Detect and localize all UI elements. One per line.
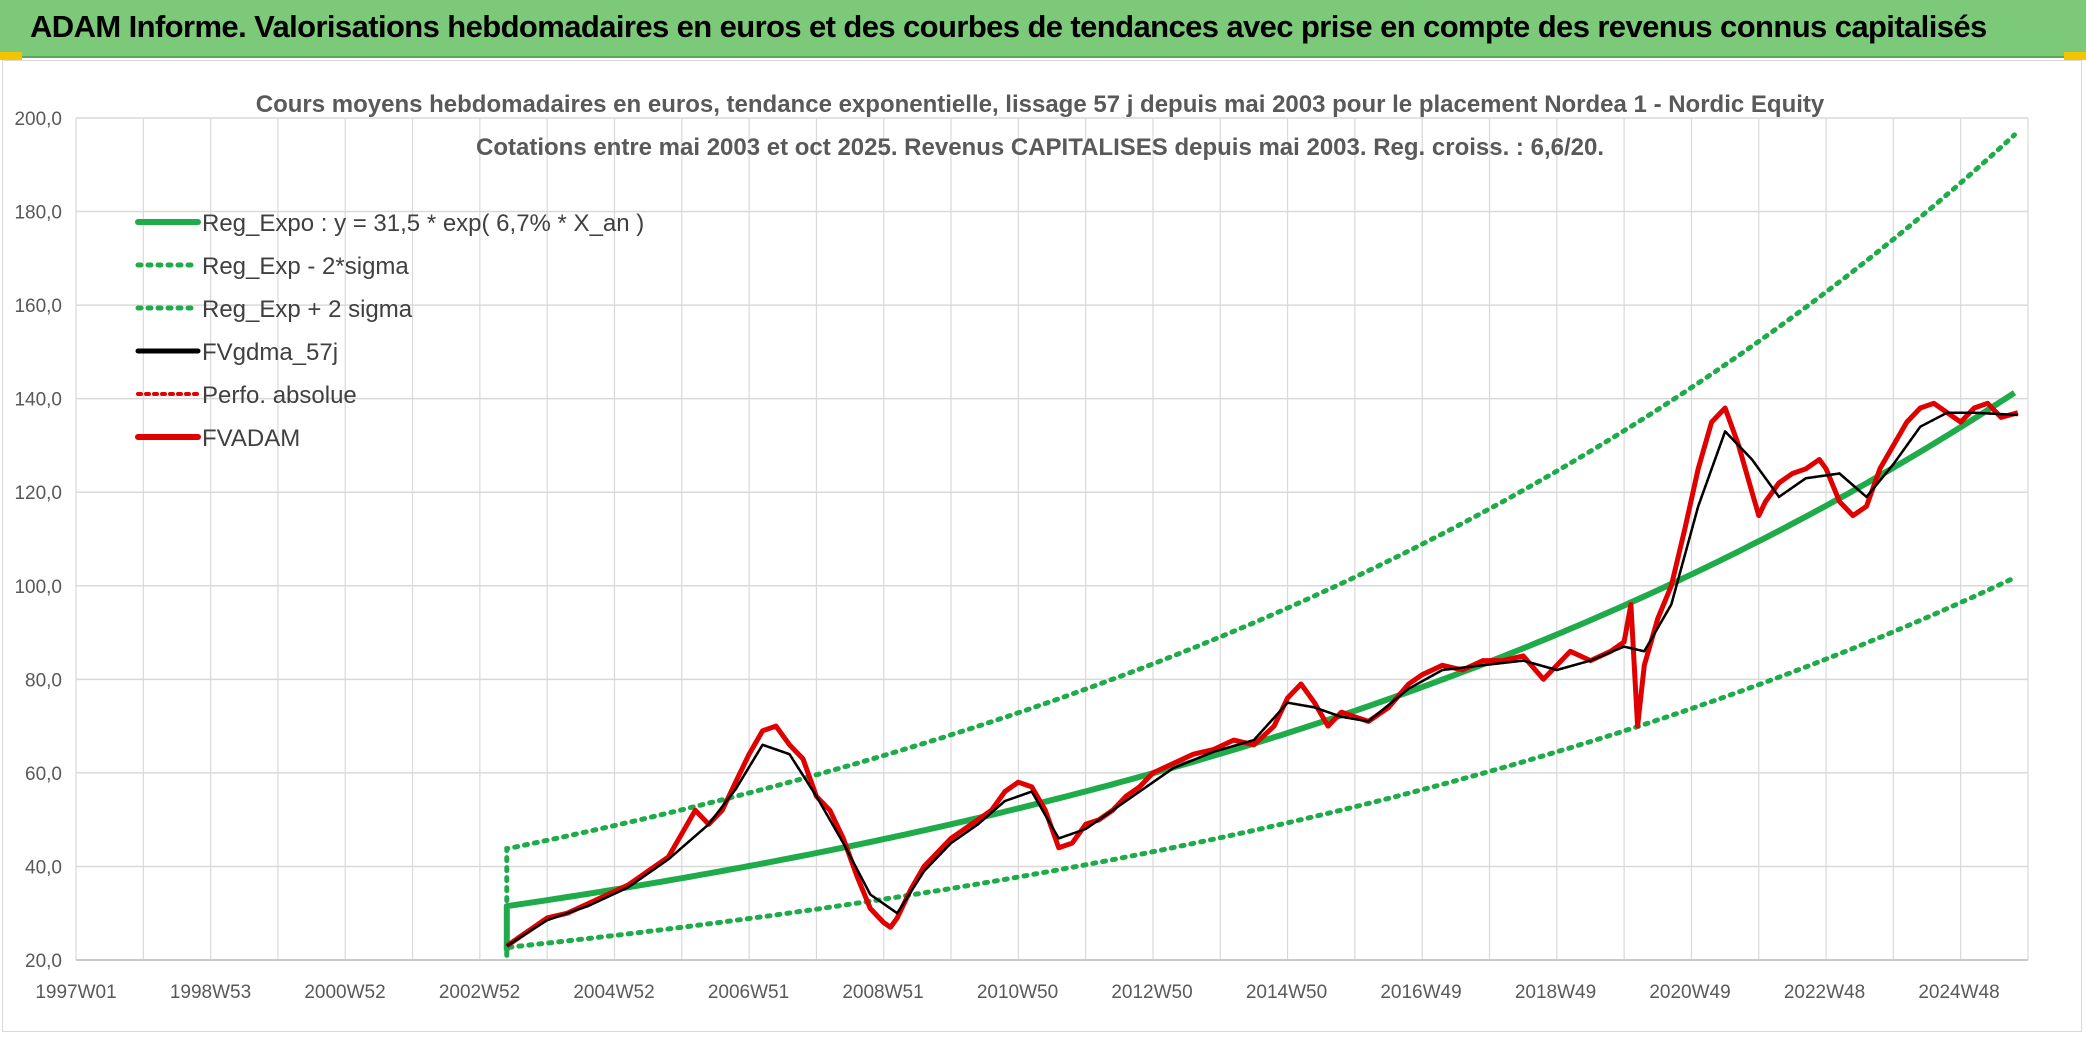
x-tick-label: 2018W49 bbox=[1515, 982, 1596, 1003]
chart-frame bbox=[2, 60, 2082, 1032]
x-tick-label: 2012W50 bbox=[1111, 982, 1192, 1003]
y-tick-label: 140,0 bbox=[14, 390, 62, 411]
x-tick-label: 2010W50 bbox=[977, 982, 1058, 1003]
grid bbox=[75, 117, 2029, 961]
corner-accent-right bbox=[2064, 52, 2086, 60]
x-tick-label: 2000W52 bbox=[304, 982, 385, 1003]
chart-title-line-1: Cours moyens hebdomadaires en euros, ten… bbox=[256, 91, 1825, 118]
series-layer bbox=[503, 132, 2019, 958]
y-tick-label: 40,0 bbox=[25, 857, 62, 878]
x-tick-label: 2002W52 bbox=[439, 982, 520, 1003]
x-tick-label: 2020W49 bbox=[1649, 982, 1730, 1003]
corner-accent-left bbox=[0, 52, 22, 60]
lower-band-line bbox=[504, 575, 2017, 958]
legend-label-reg: Reg_Expo : y = 31,5 * exp( 6,7% * X_an ) bbox=[202, 210, 644, 237]
x-tick-label: 2008W51 bbox=[842, 982, 923, 1003]
x-tick-label: 2016W49 bbox=[1380, 982, 1461, 1003]
y-tick-label: 200,0 bbox=[14, 109, 62, 130]
legend-label-perf: Perfo. absolue bbox=[202, 382, 357, 409]
chart-title-line-2: Cotations entre mai 2003 et oct 2025. Re… bbox=[476, 134, 1604, 161]
x-tick-label: 2004W52 bbox=[573, 982, 654, 1003]
x-tick-label: 2022W48 bbox=[1784, 982, 1865, 1003]
x-tick-label: 2024W48 bbox=[1918, 982, 1999, 1003]
x-tick-label: 2006W51 bbox=[708, 982, 789, 1003]
y-tick-label: 20,0 bbox=[25, 951, 62, 972]
axes: 20,0 40,0 60,0 80,0 100,0 120,0 140,0 160,0 180,… bbox=[14, 109, 2028, 1003]
y-tick-label: 180,0 bbox=[14, 203, 62, 224]
y-tick-label: 60,0 bbox=[25, 764, 62, 785]
fvgdma-line bbox=[506, 411, 2018, 948]
y-tick-label: 80,0 bbox=[25, 670, 62, 691]
x-tick-label: 1998W53 bbox=[170, 982, 251, 1003]
upper-band-line bbox=[504, 132, 2017, 954]
y-tick-label: 160,0 bbox=[14, 296, 62, 317]
banner: ADAM Informe. Valorisations hebdomadaire… bbox=[0, 0, 2086, 58]
chart-title: Cours moyens hebdomadaires en euros, ten… bbox=[256, 91, 1825, 161]
legend-label-upper: Reg_Exp + 2 sigma bbox=[202, 296, 413, 323]
legend-label-smooth: FVgdma_57j bbox=[202, 339, 338, 366]
legend: Reg_Expo : y = 31,5 * exp( 6,7% * X_an )… bbox=[135, 210, 644, 452]
legend-label-lower: Reg_Exp - 2*sigma bbox=[202, 253, 409, 280]
x-tick-label: 2014W50 bbox=[1246, 982, 1327, 1003]
y-tick-label: 100,0 bbox=[14, 577, 62, 598]
legend-label-fvadam: FVADAM bbox=[202, 425, 300, 452]
x-tick-label: 1997W01 bbox=[35, 982, 116, 1003]
y-tick-label: 120,0 bbox=[14, 483, 62, 504]
banner-title: ADAM Informe. Valorisations hebdomadaire… bbox=[30, 9, 1987, 44]
